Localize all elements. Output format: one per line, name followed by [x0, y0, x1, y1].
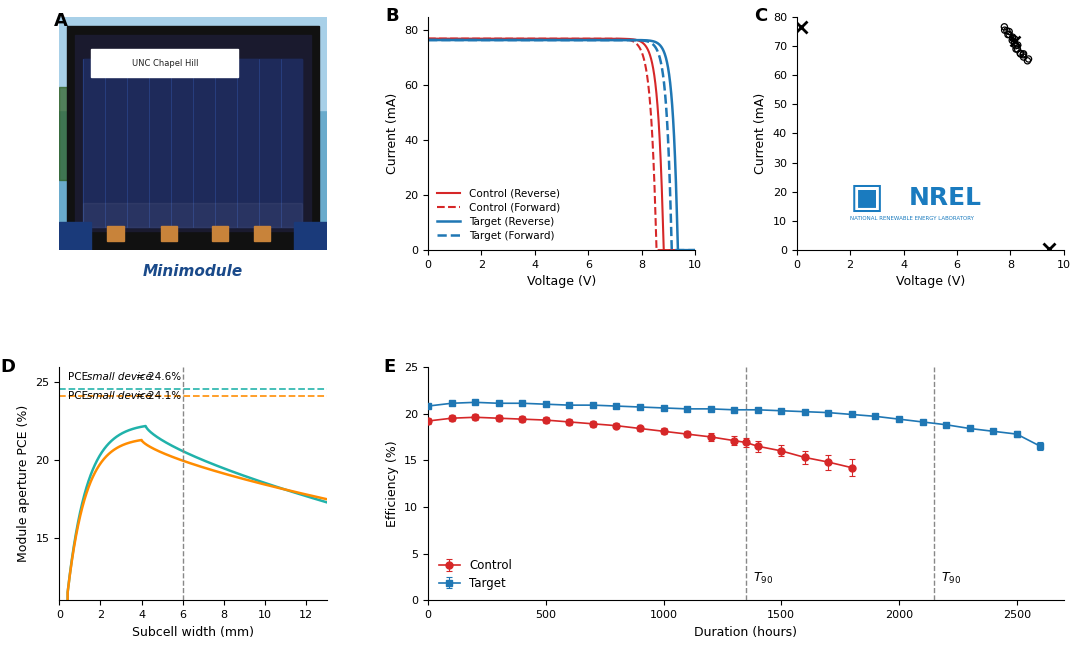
Point: [998, 25, 1015, 36]
Bar: [76, 35, 311, 231]
Bar: [206, 45, 300, 87]
Point: [1020, 53, 1037, 64]
Point: [1012, 48, 1029, 59]
Text: small device: small device: [87, 391, 152, 401]
Text: UNC Chapel Hill: UNC Chapel Hill: [132, 59, 198, 68]
Bar: [193, 59, 214, 227]
Point: [1014, 49, 1031, 60]
Bar: [59, 222, 92, 250]
Text: B: B: [386, 7, 399, 25]
Text: ▣: ▣: [850, 181, 885, 215]
X-axis label: Voltage (V): Voltage (V): [527, 275, 596, 288]
Bar: [161, 225, 177, 241]
Bar: [59, 241, 326, 250]
Text: NATIONAL RENEWABLE ENERGY LABORATORY: NATIONAL RENEWABLE ENERGY LABORATORY: [850, 215, 974, 221]
Text: PCE: PCE: [68, 372, 91, 382]
Point: [1012, 49, 1029, 59]
Bar: [255, 225, 270, 241]
Point: [1009, 43, 1026, 54]
Bar: [212, 225, 228, 241]
Bar: [281, 59, 302, 227]
Bar: [106, 59, 126, 227]
Text: E: E: [383, 358, 395, 376]
Text: Minimodule: Minimodule: [143, 263, 243, 279]
Bar: [127, 59, 149, 227]
Text: small device: small device: [87, 372, 152, 382]
Bar: [84, 59, 105, 227]
Bar: [150, 59, 171, 227]
Point: [1007, 34, 1024, 45]
Legend: Control, Target: Control, Target: [434, 554, 517, 594]
Point: [1003, 35, 1021, 46]
Text: A: A: [54, 12, 68, 30]
Bar: [108, 225, 123, 241]
Bar: [59, 17, 326, 110]
Bar: [238, 59, 258, 227]
Text: NREL: NREL: [909, 185, 982, 209]
Point: [1004, 32, 1022, 43]
Point: [1015, 49, 1032, 59]
Y-axis label: Current (mA): Current (mA): [386, 93, 399, 174]
Bar: [215, 59, 237, 227]
Point: [996, 21, 1013, 32]
Bar: [295, 222, 326, 250]
Point: [1000, 26, 1017, 37]
Text: $T_{90}$: $T_{90}$: [753, 571, 773, 586]
Bar: [92, 49, 239, 77]
Point: [1000, 29, 1017, 40]
Point: [1005, 37, 1023, 48]
Bar: [59, 87, 99, 180]
Text: = 24.6%: = 24.6%: [136, 372, 181, 382]
X-axis label: Voltage (V): Voltage (V): [895, 275, 964, 288]
Legend: Control (Reverse), Control (Forward), Target (Reverse), Target (Forward): Control (Reverse), Control (Forward), Ta…: [433, 184, 564, 245]
X-axis label: Subcell width (mm): Subcell width (mm): [132, 626, 254, 638]
Point: [1015, 52, 1032, 63]
X-axis label: Duration (hours): Duration (hours): [694, 626, 797, 638]
Point: [1009, 40, 1026, 51]
Point: [1007, 41, 1024, 51]
Point: [1008, 44, 1025, 55]
Text: C: C: [754, 7, 767, 25]
Point: [1018, 55, 1036, 66]
Bar: [83, 203, 302, 227]
Y-axis label: Current (mA): Current (mA): [754, 93, 767, 174]
Y-axis label: Module aperture PCE (%): Module aperture PCE (%): [17, 405, 30, 562]
Point: [999, 29, 1016, 40]
Bar: [172, 59, 192, 227]
Y-axis label: Efficiency (%): Efficiency (%): [386, 440, 399, 527]
Point: [996, 25, 1013, 35]
Text: = 24.1%: = 24.1%: [136, 391, 181, 401]
Bar: [259, 59, 280, 227]
Text: PCE: PCE: [68, 391, 91, 401]
Bar: [83, 59, 302, 227]
Bar: [139, 40, 246, 99]
Point: [1004, 33, 1022, 44]
Text: D: D: [1, 358, 15, 376]
Text: $T_{90}$: $T_{90}$: [942, 571, 961, 586]
